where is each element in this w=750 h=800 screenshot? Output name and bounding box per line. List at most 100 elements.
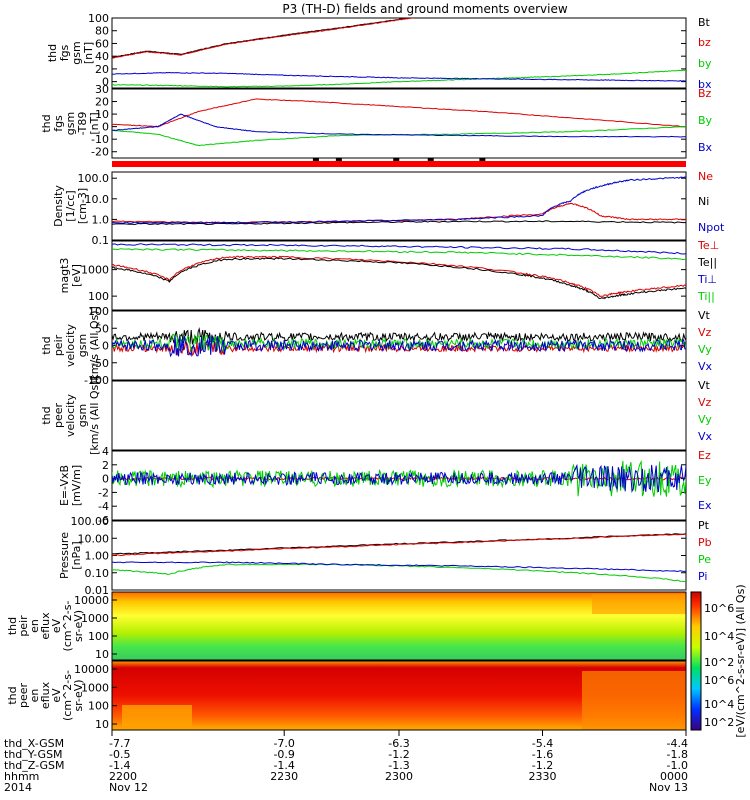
y-axis-label-line: en <box>28 689 41 703</box>
colorbar-tick-label: 10^6 <box>704 602 734 615</box>
colorbar-tick-label: 10^4 <box>704 698 734 711</box>
panel-4: 1000 100 magt3[eV] Te⊥ Te|| Ti⊥ Ti|| <box>58 239 719 311</box>
y-axis-label: thdfgsgsm-T89[nT] <box>40 112 101 136</box>
legend-Ti||: Ti|| <box>697 290 715 303</box>
y-tick-label: 0 <box>102 121 109 134</box>
series-Npot <box>112 176 686 224</box>
legend-Vy: Vy <box>698 413 712 426</box>
series-bz <box>112 18 417 59</box>
legend-Ti⊥: Ti⊥ <box>697 273 717 286</box>
panel-frame <box>111 171 687 241</box>
legend-Vt: Vt <box>698 379 711 392</box>
footer-value: -4.4 <box>667 737 688 750</box>
footer-value: 2200 <box>109 770 137 783</box>
y-axis-label-line: fgs <box>58 44 71 61</box>
footer-value: -1.6 <box>532 748 553 761</box>
y-axis-label-line: magt3 <box>58 258 71 294</box>
y-tick-label: 10000 <box>74 594 109 607</box>
y-axis-label: Density[1/cc][cm-3] <box>52 185 89 227</box>
y-tick-label: 80 <box>95 25 109 38</box>
y-tick-label: 30 <box>95 83 109 96</box>
legend-Te⊥: Te⊥ <box>697 239 719 252</box>
y-tick-label: 100.0 <box>78 172 110 185</box>
flag-mark <box>393 158 400 161</box>
y-axis-label-line: [km/s (All Qs)] <box>88 376 101 455</box>
legend-bz: bz <box>698 36 711 49</box>
footer-value: -7.7 <box>109 737 130 750</box>
y-tick-label: 0.01 <box>85 584 110 597</box>
y-tick-label: 0.10 <box>85 567 110 580</box>
legend-Ex: Ex <box>698 499 712 512</box>
y-tick-label: 0 <box>102 473 109 486</box>
series-By <box>112 126 686 147</box>
series-Pe <box>112 563 686 583</box>
panel-frame <box>111 17 687 89</box>
legend-Bt: Bt <box>698 16 711 29</box>
y-tick-label: 4 <box>102 445 109 458</box>
series-Bt <box>112 18 412 58</box>
series-group <box>112 18 686 88</box>
panel-frame <box>111 380 687 451</box>
footer-row-label: hhmm <box>4 770 39 783</box>
spectrogram-image <box>112 592 686 660</box>
series-bx <box>112 71 686 82</box>
y-axis-label-line: en <box>28 619 41 633</box>
panel-frame <box>111 88 687 159</box>
footer-value: -1.2 <box>388 748 409 761</box>
y-tick-label: 60 <box>95 37 109 50</box>
y-axis-label: magt3[eV] <box>58 258 83 294</box>
chart-title: P3 (TH-D) fields and ground moments over… <box>282 2 567 16</box>
panel-frame <box>111 240 687 311</box>
series-group <box>112 326 686 358</box>
y-axis-label-line: [eV] <box>70 264 83 287</box>
y-tick-label: 100 <box>88 700 109 713</box>
y-tick-label: 10 <box>95 718 109 731</box>
y-tick-label: 0.1 <box>92 234 110 247</box>
series-group <box>112 243 686 300</box>
panel-3: 100.010.01.00.1Density[1/cc][cm-3]NeNiNp… <box>52 170 725 247</box>
y-tick-label: 1.0 <box>92 213 110 226</box>
flag-mark <box>312 158 319 161</box>
y-axis-label-line: thd <box>40 114 53 132</box>
y-axis-label-line: velocity <box>64 394 77 437</box>
spectrogram-patch <box>122 705 192 727</box>
legend-Te||: Te|| <box>697 256 717 269</box>
y-axis-label-line: peer <box>17 683 30 709</box>
y-axis-label-line: sr-eV) <box>72 610 85 642</box>
footer-value: -1.3 <box>388 759 409 772</box>
y-tick-label: 100 <box>88 305 109 318</box>
footer-row-label: thd_X-GSM <box>4 737 64 750</box>
legend-Ey: Ey <box>698 474 712 487</box>
y-tick-label: 2 <box>102 459 109 472</box>
series-Te⊥ <box>112 255 686 298</box>
y-axis-label-line: thd <box>6 686 19 704</box>
y-tick-label: 10 <box>95 648 109 661</box>
y-tick-label: 50 <box>95 322 109 335</box>
series-Vt <box>112 326 686 346</box>
footer-value: -6.3 <box>388 737 409 750</box>
legend-Pt: Pt <box>698 519 710 532</box>
y-tick-label: 100 <box>88 12 109 25</box>
y-axis-label: thdpeerenefluxeV(cm^2-s-sr-eV) <box>6 670 85 721</box>
y-axis-label-line: [km/s (All Qs)] <box>88 306 101 385</box>
legend-Ez: Ez <box>698 449 711 462</box>
legend-Vt: Vt <box>698 309 711 322</box>
y-tick-label: 10000 <box>74 663 109 676</box>
colorbar-tick-label: 10^4 <box>704 630 734 643</box>
y-axis-label-line: sr-eV) <box>72 679 85 711</box>
footer-value: -1.4 <box>109 759 130 772</box>
y-tick-label: -10 <box>91 133 109 146</box>
series-Ti|| <box>112 248 686 261</box>
y-tick-label: -4 <box>98 500 109 513</box>
footer-value: Nov 13 <box>649 781 688 794</box>
y-axis-label: thdpeirvelocitygsm[km/s (All Qs)] <box>40 306 101 385</box>
footer-value: 0000 <box>660 770 688 783</box>
y-axis-label-line: E=-VxB <box>58 465 71 506</box>
legend-Pb: Pb <box>698 536 712 549</box>
legend-Vz: Vz <box>698 326 712 339</box>
colorbar-tick-label: 10^6 <box>704 674 734 687</box>
y-tick-label: 10.00 <box>78 532 110 545</box>
flag-mark <box>335 158 342 161</box>
